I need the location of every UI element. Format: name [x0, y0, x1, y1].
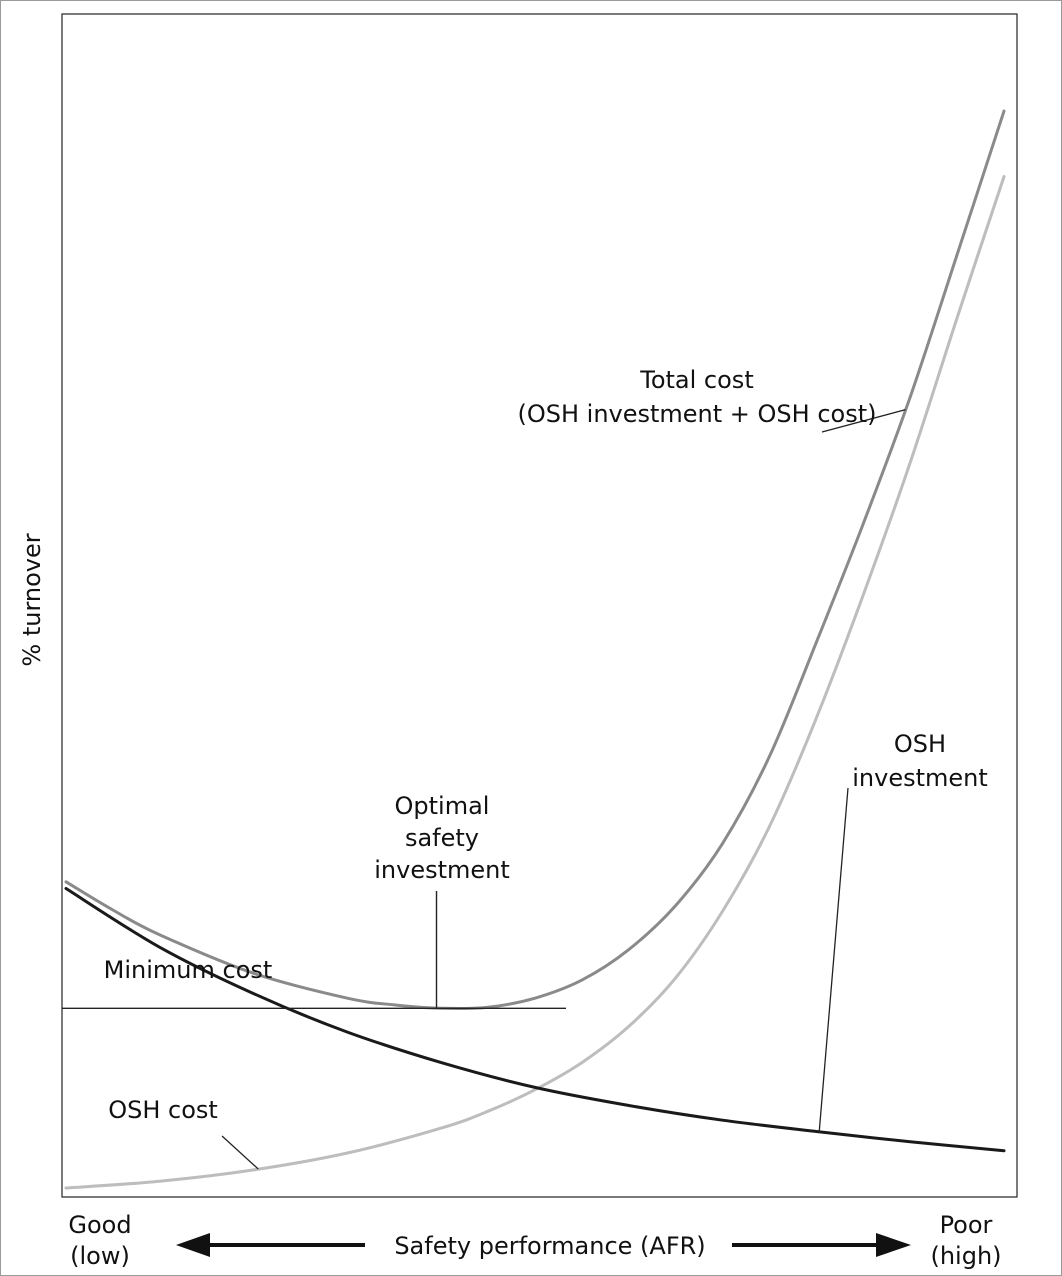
x-right-end-line-2: (high): [930, 1242, 1001, 1270]
annotation-total-line-1: Total cost: [639, 366, 753, 394]
annotation-optimal-line-3: investment: [374, 856, 510, 884]
x-arrow-left-head: [176, 1233, 210, 1257]
x-axis-label: Safety performance (AFR): [394, 1232, 705, 1260]
x-right-end-label: Poor: [940, 1211, 993, 1239]
x-right-end-label-sub: (high): [930, 1242, 1001, 1270]
osh-investment-leader-line: [818, 787, 849, 1132]
annotation-layer: Total cost (OSH investment + OSH cost) Opt…: [62, 366, 988, 1170]
annotation-invest-line-2: investment: [852, 764, 988, 792]
series-line-osh-investment: [64, 887, 1006, 1153]
x-axis: Good (low) Poor (high) Safety performanc…: [68, 1211, 1001, 1270]
osh-cost-leader-line: [221, 1135, 259, 1170]
annotation-invest-line-1: OSH: [894, 730, 946, 758]
series-layer: [64, 109, 1006, 1190]
series-line-osh-cost: [64, 175, 1006, 1190]
annotation-optimal-line-2: safety: [405, 824, 479, 852]
annotation-total-line-2: (OSH investment + OSH cost): [517, 400, 876, 428]
y-axis-label: % turnover: [18, 533, 46, 666]
annotation-optimal-line-1: Optimal: [395, 792, 490, 820]
x-right-end-line-1: Poor: [940, 1211, 993, 1239]
x-left-end-line-2: (low): [70, 1242, 130, 1270]
x-arrow-right-head: [876, 1233, 911, 1257]
series-line-total: [64, 109, 1006, 1011]
total-cost-leader-line: [821, 409, 906, 433]
x-left-end-line-1: Good: [68, 1211, 131, 1239]
annotation-cost-line-1: OSH cost: [108, 1096, 218, 1124]
x-left-end-label-sub: (low): [70, 1242, 130, 1270]
x-left-end-label: Good: [68, 1211, 131, 1239]
annotation-mincost-line-1: Minimum cost: [104, 956, 273, 984]
plot-frame: [61, 13, 1018, 1198]
